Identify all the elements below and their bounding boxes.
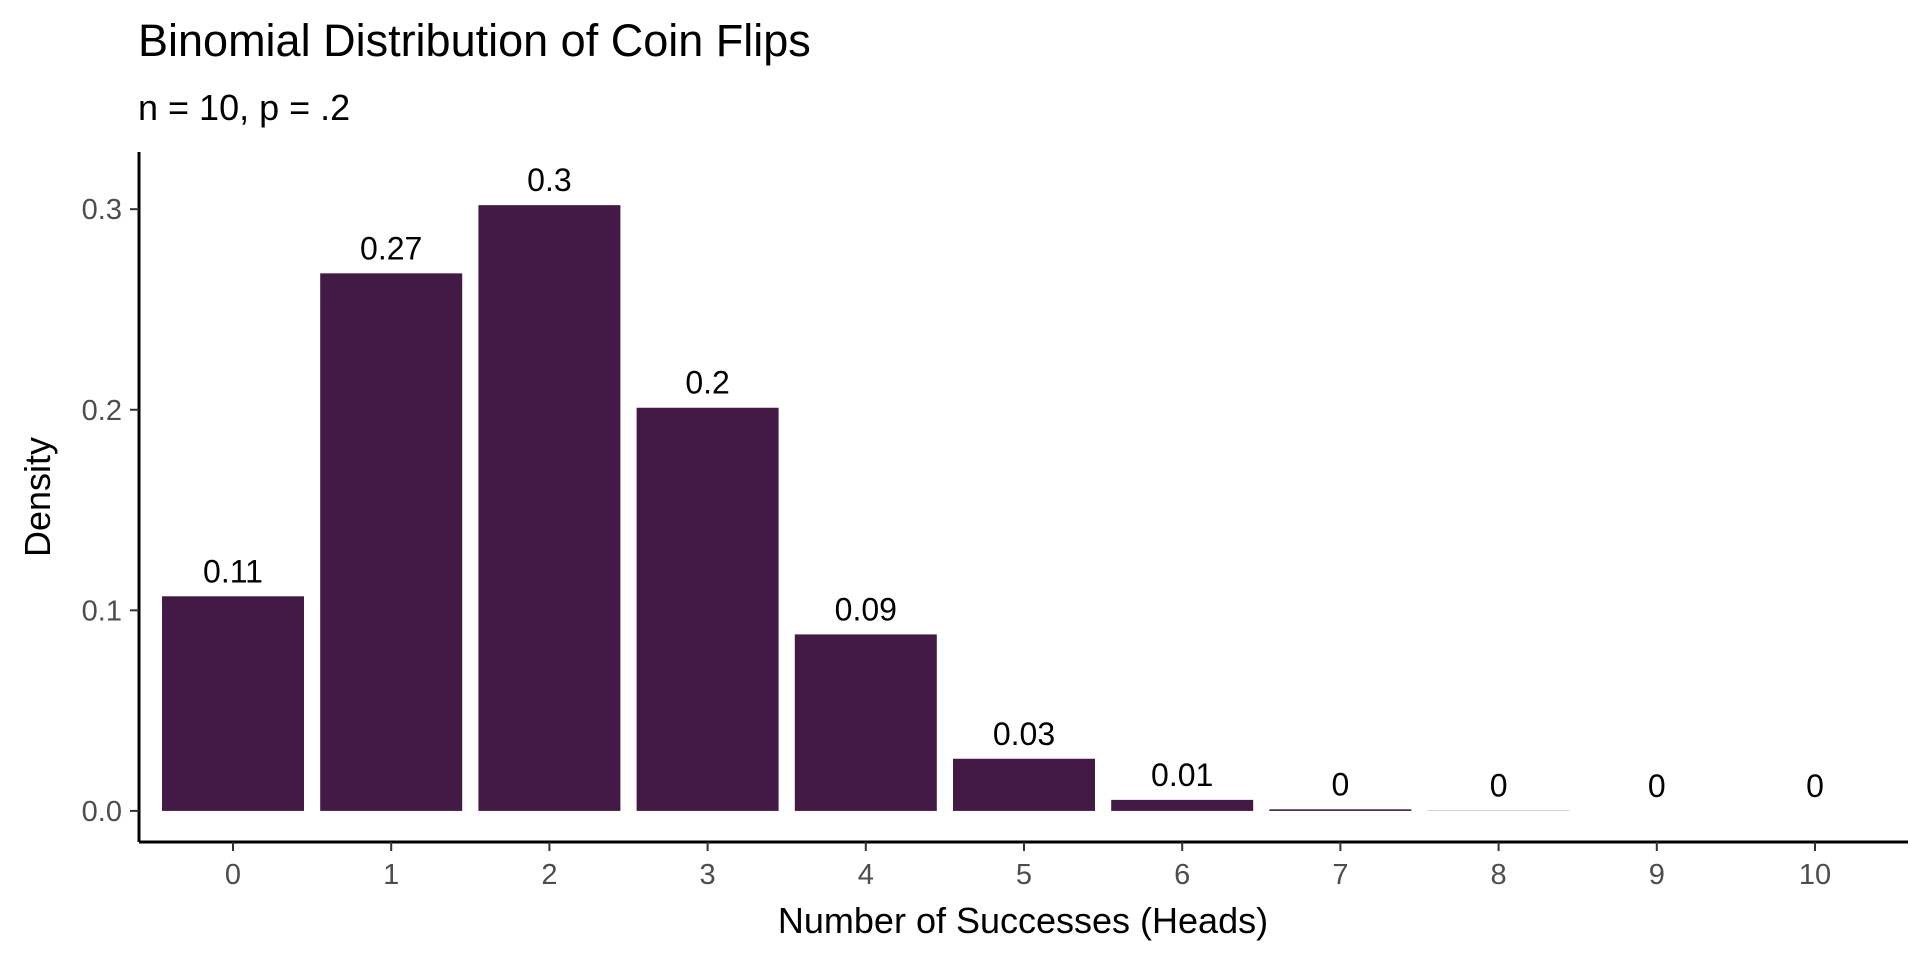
bar-0 — [162, 596, 304, 811]
chart-subtitle: n = 10, p = .2 — [138, 87, 350, 128]
chart-title: Binomial Distribution of Coin Flips — [138, 15, 811, 66]
data-label-9: 0 — [1648, 768, 1666, 804]
x-tick-label: 1 — [383, 859, 399, 891]
data-label-5: 0.03 — [993, 716, 1055, 752]
bar-1 — [320, 273, 463, 811]
x-tick-label: 0 — [225, 859, 241, 891]
x-tick-label: 7 — [1332, 859, 1348, 891]
data-label-0: 0.11 — [203, 553, 263, 589]
data-label-7: 0 — [1332, 766, 1350, 802]
y-tick-label: 0.3 — [82, 194, 122, 226]
data-labels-group: 0.11 0.27 0.3 0.2 0.09 0.03 0.01 0 0 0 0 — [203, 162, 1824, 804]
x-axis-title: Number of Successes (Heads) — [778, 900, 1268, 941]
x-tick-label: 6 — [1174, 859, 1190, 891]
data-label-3: 0.2 — [685, 365, 729, 401]
x-ticks-group: 0 1 2 3 4 5 6 7 8 9 10 — [225, 842, 1831, 891]
x-tick-label: 3 — [700, 859, 716, 891]
x-tick-label: 5 — [1016, 859, 1032, 891]
y-tick-label: 0.0 — [82, 796, 122, 828]
bar-3 — [636, 407, 779, 811]
data-label-4: 0.09 — [835, 591, 897, 627]
data-label-8: 0 — [1490, 768, 1508, 804]
data-label-10: 0 — [1806, 768, 1824, 804]
x-tick-label: 4 — [858, 859, 874, 891]
y-axis-title: Density — [17, 437, 58, 557]
bar-4 — [794, 634, 937, 811]
x-tick-label: 9 — [1649, 859, 1665, 891]
y-ticks-group: 0.0 0.1 0.2 0.3 — [82, 194, 139, 828]
bar-2 — [478, 205, 621, 811]
data-label-1: 0.27 — [360, 230, 422, 266]
data-label-6: 0.01 — [1151, 757, 1213, 793]
y-tick-label: 0.1 — [82, 595, 122, 627]
bar-6 — [1111, 799, 1254, 811]
x-tick-label: 10 — [1799, 859, 1831, 891]
data-label-2: 0.3 — [527, 162, 571, 198]
bar-7 — [1269, 809, 1412, 811]
y-tick-label: 0.2 — [82, 395, 122, 427]
bar-5 — [953, 758, 1095, 811]
x-tick-label: 8 — [1491, 859, 1507, 891]
x-tick-label: 2 — [541, 859, 557, 891]
bars-group — [162, 205, 1570, 811]
